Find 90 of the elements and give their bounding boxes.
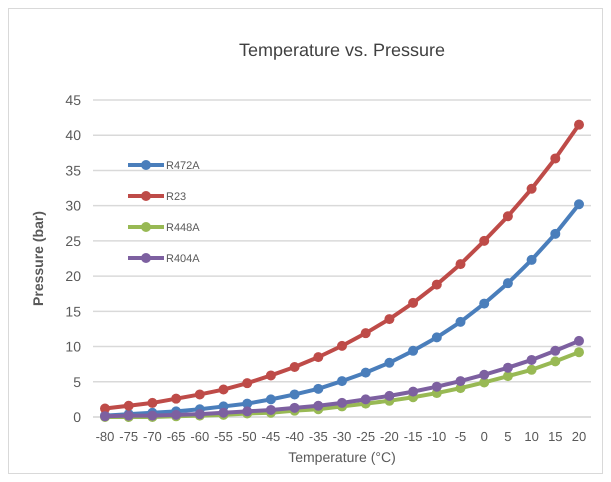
- point: [124, 400, 134, 411]
- point: [242, 378, 252, 388]
- x-tick-label: -10: [427, 429, 446, 444]
- y-tick-label: 30: [65, 198, 82, 214]
- x-tick-label: -50: [238, 429, 257, 444]
- point: [550, 346, 560, 356]
- x-tick-label: -5: [454, 429, 466, 444]
- point: [194, 389, 205, 400]
- point: [432, 332, 442, 342]
- point: [550, 228, 560, 239]
- point: [479, 298, 490, 309]
- point: [502, 211, 513, 222]
- point: [313, 400, 324, 411]
- legend-label: R448A: [166, 222, 200, 234]
- y-tick-label: 40: [65, 127, 82, 144]
- y-tick-label: 0: [73, 409, 82, 425]
- x-tick-label: 15: [548, 429, 563, 444]
- x-tick-label: -20: [380, 429, 399, 444]
- point: [574, 199, 584, 210]
- point: [290, 389, 300, 400]
- y-tick-label: 10: [65, 338, 82, 355]
- point: [479, 236, 490, 246]
- point: [456, 259, 466, 270]
- x-tick-label: -25: [356, 429, 376, 444]
- legend-label: R472A: [166, 160, 200, 172]
- point: [337, 398, 347, 408]
- point: [526, 354, 537, 365]
- point: [266, 404, 276, 415]
- x-tick-label: -45: [262, 429, 280, 444]
- point: [479, 370, 490, 380]
- y-tick-label: 20: [65, 268, 82, 284]
- chart-title: Temperature vs. Pressure: [238, 40, 446, 60]
- point: [550, 356, 560, 366]
- point: [456, 316, 466, 327]
- x-tick-label: -80: [96, 429, 114, 444]
- point: [290, 402, 300, 413]
- point: [147, 398, 158, 408]
- point: [526, 184, 537, 194]
- point: [432, 382, 442, 392]
- point: [360, 394, 371, 404]
- point: [360, 328, 371, 338]
- point: [574, 336, 584, 346]
- point: [360, 368, 371, 378]
- x-tick-label: 10: [524, 429, 539, 444]
- x-tick-label: -40: [285, 429, 304, 444]
- point: [502, 278, 513, 288]
- point: [502, 371, 513, 382]
- y-tick-label: 25: [65, 232, 82, 249]
- point: [408, 346, 418, 356]
- x-tick-label: -60: [190, 429, 210, 444]
- point: [218, 384, 228, 395]
- x-tick-label: 5: [504, 429, 512, 444]
- point: [456, 376, 466, 386]
- y-tick-label: 5: [73, 374, 82, 390]
- point: [526, 254, 537, 265]
- x-tick-label: 20: [572, 429, 586, 444]
- point: [384, 390, 394, 401]
- point: [266, 370, 276, 380]
- point: [337, 340, 347, 351]
- point: [313, 352, 324, 362]
- x-tick-label: -70: [143, 429, 162, 444]
- point: [432, 280, 442, 290]
- y-axis-title: Pressure (bar): [30, 211, 46, 306]
- point: [574, 120, 584, 130]
- point: [266, 394, 276, 404]
- point: [502, 362, 513, 373]
- point: [550, 153, 560, 164]
- y-tick-label: 35: [65, 162, 82, 178]
- point: [526, 364, 537, 375]
- point: [171, 394, 182, 404]
- point: [384, 358, 394, 368]
- x-tick-label: -35: [308, 429, 328, 444]
- x-tick-label: -30: [332, 429, 352, 444]
- legend-label: R23: [166, 191, 186, 203]
- y-tick-label: 15: [65, 303, 82, 320]
- point: [290, 362, 300, 372]
- x-axis-title: Temperature (°C): [288, 449, 396, 465]
- point: [408, 298, 418, 308]
- x-tick-label: -75: [119, 429, 138, 444]
- x-tick-label: -55: [214, 429, 233, 444]
- point: [574, 347, 584, 358]
- point: [337, 376, 347, 386]
- point: [384, 314, 394, 324]
- point: [313, 384, 324, 394]
- y-tick-label: 45: [65, 92, 82, 108]
- x-tick-label: -65: [166, 429, 186, 444]
- legend-label: R404A: [166, 253, 200, 265]
- x-tick-label: 0: [480, 429, 488, 444]
- point: [408, 386, 418, 397]
- x-tick-label: -15: [404, 429, 422, 444]
